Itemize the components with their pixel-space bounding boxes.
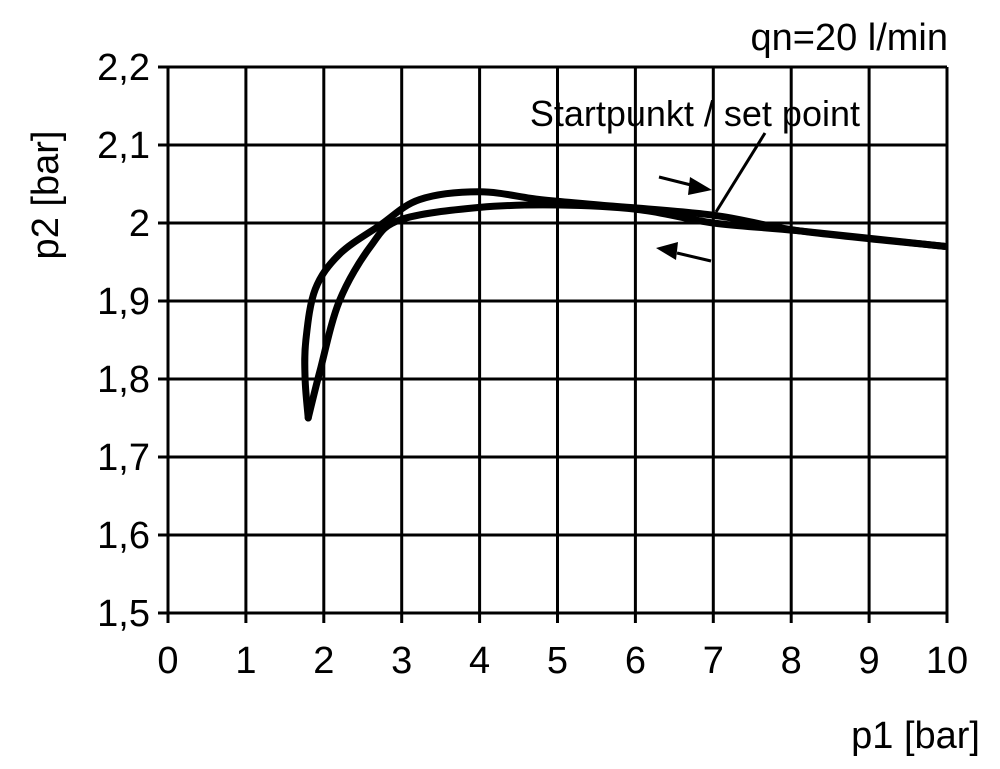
- series-lines: [301, 188, 949, 422]
- y-tick-label: 2: [129, 203, 150, 245]
- y-tick-label: 2,2: [97, 47, 150, 89]
- y-tick-label: 1,5: [97, 593, 150, 635]
- annotation-label: Startpunkt / set point: [530, 93, 860, 134]
- x-tick-label: 5: [547, 640, 568, 682]
- y-tick-label: 1,9: [97, 281, 150, 323]
- tick-labels: 0 1 2 3 4 5 6 7 8 9 10 1,5 1,6 1,7 1,8 1,9 2 2,1 2,2: [97, 47, 968, 682]
- x-tick-label: 0: [157, 640, 178, 682]
- x-tick-label: 2: [313, 640, 334, 682]
- y-tick-label: 1,6: [97, 515, 150, 557]
- series-line-1: [301, 188, 949, 422]
- annotation-leader: [714, 132, 767, 213]
- chart-note: qn=20 l/min: [750, 17, 948, 59]
- x-tick-label: 10: [926, 640, 968, 682]
- y-tick-label: 2,1: [97, 125, 150, 167]
- y-axis-label: p2 [bar]: [25, 131, 67, 260]
- x-tick-label: 6: [625, 640, 646, 682]
- x-axis-label: p1 [bar]: [851, 715, 980, 757]
- x-tick-label: 7: [703, 640, 724, 682]
- x-tick-label: 9: [859, 640, 880, 682]
- y-tick-label: 1,8: [97, 359, 150, 401]
- series-line-2: [304, 201, 949, 422]
- x-tick-label: 3: [391, 640, 412, 682]
- x-tick-label: 8: [781, 640, 802, 682]
- x-tick-label: 1: [235, 640, 256, 682]
- x-tick-label: 4: [469, 640, 490, 682]
- grid: [158, 65, 949, 623]
- y-tick-label: 1,7: [97, 437, 150, 479]
- arrow-left-icon: [656, 242, 712, 263]
- arrow-right-icon: [658, 175, 712, 195]
